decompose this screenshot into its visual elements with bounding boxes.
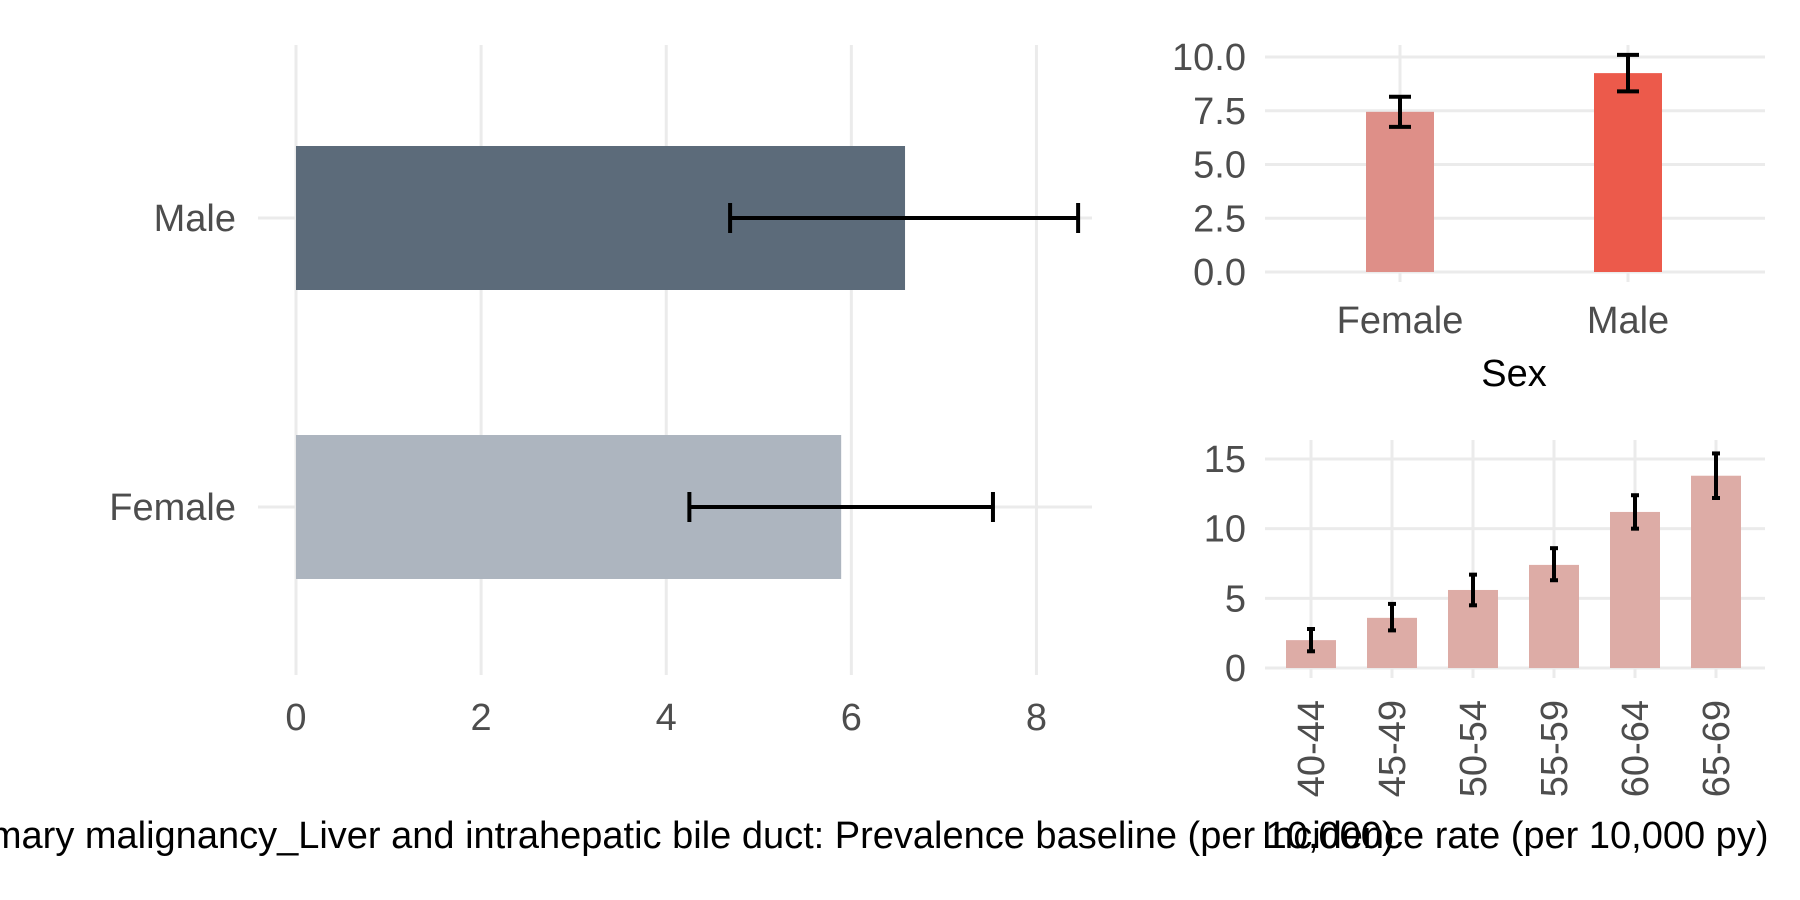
p3-x-tick-label: 45-49	[1372, 700, 1414, 797]
incidence-by-age-panel: 0 5 10 15 40-44 45-49 50-54 55-59 60-64 65-69 Inci…	[1204, 439, 1769, 857]
p3-error-bar-50-54	[1469, 572, 1477, 608]
p2-y-tick-label: 7.5	[1193, 91, 1246, 133]
p2-y-tick-label: 10.0	[1172, 37, 1246, 79]
p3-bar-65-69	[1691, 475, 1741, 668]
p3-y-tick-label: 5	[1225, 578, 1246, 620]
p2-y-tick-label: 0.0	[1193, 252, 1246, 294]
p3-x-tick-label: 60-64	[1615, 700, 1657, 797]
prevalence-by-sex-panel: 0 2 4 6 8 Male Female Primary malignancy_Liver …	[0, 45, 1395, 857]
p1-y-tick-label: Female	[109, 487, 236, 529]
p3-y-tick-label: 15	[1204, 439, 1246, 481]
p3-y-tick-label: 10	[1204, 509, 1246, 551]
p3-error-bar-45-49	[1388, 601, 1396, 633]
p3-error-bar-60-64	[1631, 493, 1639, 531]
p1-x-tick-label: 6	[841, 697, 862, 739]
p2-error-bar-female	[1389, 94, 1411, 129]
p2-x-axis-title: Sex	[1481, 353, 1546, 395]
p3-x-tick-label: 50-54	[1453, 700, 1495, 797]
p2-error-bar-male	[1617, 52, 1639, 94]
p1-x-tick-label: 2	[471, 697, 492, 739]
p1-x-tick-label: 8	[1026, 697, 1047, 739]
p1-y-tick-label: Male	[154, 198, 236, 240]
p3-x-tick-label: 40-44	[1291, 700, 1333, 797]
incidence-by-sex-panel: 0.0 2.5 5.0 7.5 10.0 Female Male Sex	[1172, 37, 1765, 395]
p3-x-tick-label: 55-59	[1534, 700, 1576, 797]
p3-x-axis-title: Incidence rate (per 10,000 py)	[1262, 815, 1769, 857]
p3-error-bar-40-44	[1307, 626, 1315, 654]
p2-y-tick-label: 2.5	[1193, 198, 1246, 240]
p3-bar-60-64	[1610, 511, 1660, 668]
p1-error-bar-female	[687, 492, 995, 522]
p3-x-tick-label: 65-69	[1696, 700, 1738, 797]
p2-bar-male	[1594, 73, 1662, 272]
p1-x-axis-title: Primary malignancy_Liver and intrahepati…	[0, 815, 1395, 857]
p2-x-tick-label: Male	[1587, 300, 1669, 342]
p3-y-tick-label: 0	[1225, 648, 1246, 690]
p1-error-bar-male	[728, 203, 1081, 233]
p3-error-bar-55-59	[1550, 546, 1558, 583]
p2-x-tick-label: Female	[1337, 300, 1464, 342]
p1-x-tick-label: 4	[656, 697, 677, 739]
p2-bar-female	[1366, 111, 1434, 272]
p3-error-bar-65-69	[1712, 451, 1720, 501]
p2-y-tick-label: 5.0	[1193, 145, 1246, 187]
p1-x-tick-label: 0	[285, 697, 306, 739]
